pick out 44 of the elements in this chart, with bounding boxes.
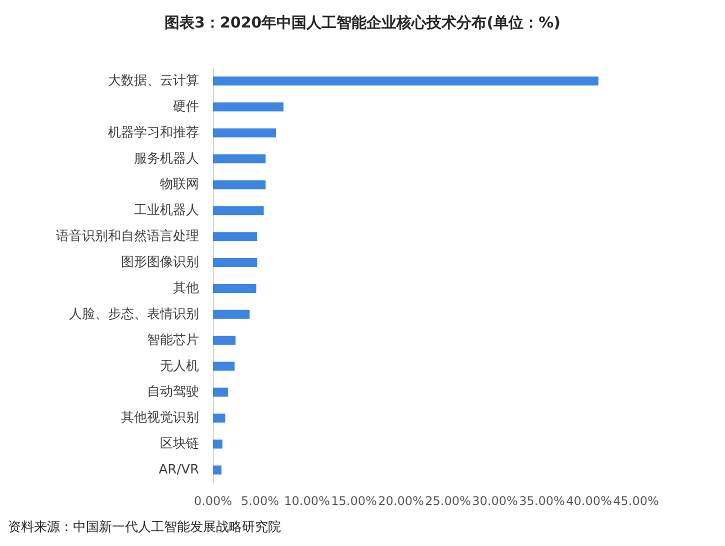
y-tick-label: 语音识别和自然语言处理 — [56, 228, 199, 244]
bar — [213, 206, 264, 216]
y-tick-label: 大数据、云计算 — [108, 73, 199, 88]
y-tick-label: 区块链 — [160, 436, 199, 452]
x-tick-label: 45.00% — [613, 494, 659, 508]
bar — [213, 128, 276, 138]
y-tick-label: 人脸、步态、表情识别 — [69, 306, 199, 322]
bar — [213, 388, 228, 397]
x-tick-label: 15.00% — [331, 494, 377, 508]
bar — [213, 284, 256, 293]
bar — [213, 232, 258, 242]
bar — [213, 414, 226, 423]
bar — [213, 336, 236, 345]
y-tick-label: 服务机器人 — [134, 151, 199, 166]
y-tick-label: 工业机器人 — [134, 203, 199, 218]
x-tick-label: 35.00% — [519, 494, 565, 508]
x-tick-label: 10.00% — [284, 494, 330, 508]
bar — [213, 180, 266, 190]
y-tick-label: 其他视觉识别 — [121, 410, 199, 426]
bar — [213, 440, 222, 449]
y-tick-label: 硬件 — [173, 99, 199, 114]
x-tick-label: 30.00% — [472, 494, 518, 508]
bar — [213, 258, 258, 268]
text: 资料来源：中国新一代人工智能发展战略研究院 — [8, 520, 281, 535]
chart-title: 图表3：2020年中国人工智能企业核心技术分布(单位：%) — [164, 14, 560, 32]
bar — [213, 102, 284, 112]
bar — [213, 154, 266, 164]
bar — [213, 310, 250, 319]
y-tick-label: 其他 — [173, 280, 199, 296]
bar — [213, 76, 598, 86]
x-tick-label: 40.00% — [566, 494, 612, 508]
y-tick-label: 物联网 — [160, 177, 199, 192]
y-tick-label: 机器学习和推荐 — [108, 125, 199, 140]
bar — [213, 362, 235, 371]
x-tick-label: 0.00% — [194, 494, 232, 508]
x-tick-label: 5.00% — [240, 494, 280, 508]
bar — [213, 466, 222, 475]
y-tick-label: 自动驾驶 — [147, 384, 199, 400]
y-tick-label: AR/VR — [158, 462, 199, 478]
x-tick-label: 20.00% — [378, 494, 424, 508]
y-tick-label: 无人机 — [160, 358, 199, 374]
x-tick-label: 25.00% — [425, 494, 471, 508]
y-tick-label: 图形图像识别 — [121, 255, 199, 270]
y-tick-label: 智能芯片 — [147, 332, 199, 348]
